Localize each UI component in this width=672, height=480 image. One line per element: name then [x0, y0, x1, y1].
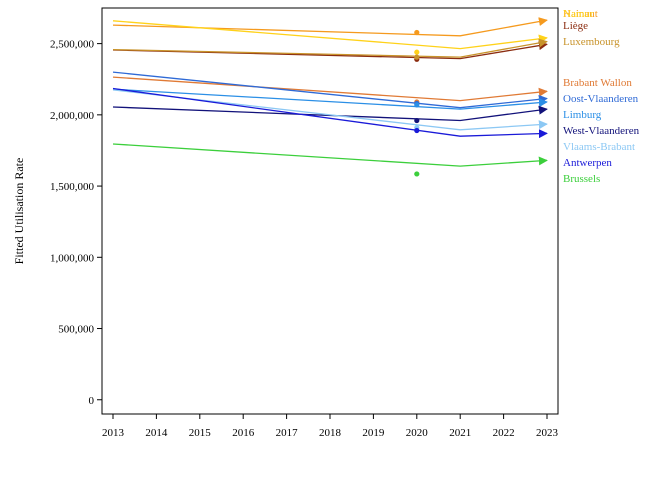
axes: 0 500,000 1,000,000 1,500,000 2,000,000 2,500…: [50, 39, 559, 439]
x-tick-label: 2018: [319, 427, 342, 439]
y-tick-label: 1,500,000: [50, 181, 95, 193]
series-point: [414, 171, 420, 177]
series-point: [414, 29, 420, 36]
series-line: [112, 87, 548, 139]
series-line: [112, 143, 548, 167]
x-tick-label: 2022: [493, 427, 515, 439]
series-line: [112, 38, 548, 58]
x-tick-label: 2020: [406, 427, 429, 439]
y-tick-label: 0: [89, 395, 95, 407]
x-tick-label: 2016: [232, 427, 255, 439]
series-line: [112, 20, 548, 50]
series-line: [112, 17, 548, 37]
legend-label: Hainaut: [563, 8, 598, 20]
legend-label: Luxembourg: [563, 36, 620, 48]
legend-label: Vlaams-Brabant: [563, 141, 635, 153]
x-tick-label: 2015: [189, 427, 212, 439]
x-tick-label: 2014: [145, 427, 168, 439]
legend-label: Antwerpen: [563, 157, 612, 169]
y-tick-label: 500,000: [58, 324, 94, 336]
legend-label: Liège: [563, 20, 588, 32]
y-tick-label: 2,000,000: [50, 110, 95, 122]
plot-frame: [101, 7, 559, 415]
legend-label: Brussels: [563, 173, 600, 185]
x-tick-label: 2013: [102, 427, 125, 439]
y-tick-label: 2,500,000: [50, 39, 95, 51]
series-point: [414, 127, 420, 134]
series-line: [112, 105, 548, 122]
series-line: [112, 88, 548, 110]
x-tick-label: 2019: [362, 427, 385, 439]
legend-label: Oost-Vlaanderen: [563, 93, 639, 105]
series-point: [414, 117, 420, 124]
series-point: [414, 102, 420, 108]
y-axis-title: Fitted Utilisation Rate: [12, 158, 26, 265]
legend-label: Namur: [563, 8, 594, 20]
x-tick-label: 2023: [536, 427, 559, 439]
series-point: [414, 54, 420, 60]
series-line: [112, 41, 548, 60]
legend-label: West-Vlaanderen: [563, 125, 640, 137]
y-tick-label: 1,000,000: [50, 252, 95, 264]
x-tick-label: 2017: [276, 427, 299, 439]
series-layer: [112, 17, 548, 177]
series-point: [414, 49, 420, 55]
series-line: [112, 76, 548, 102]
legend-label: Brabant Wallon: [563, 77, 632, 89]
series-line: [112, 89, 548, 131]
x-tick-label: 2021: [449, 427, 471, 439]
series-line: [112, 71, 548, 109]
legend-label: Limburg: [563, 109, 602, 121]
plot-area: [101, 7, 559, 415]
